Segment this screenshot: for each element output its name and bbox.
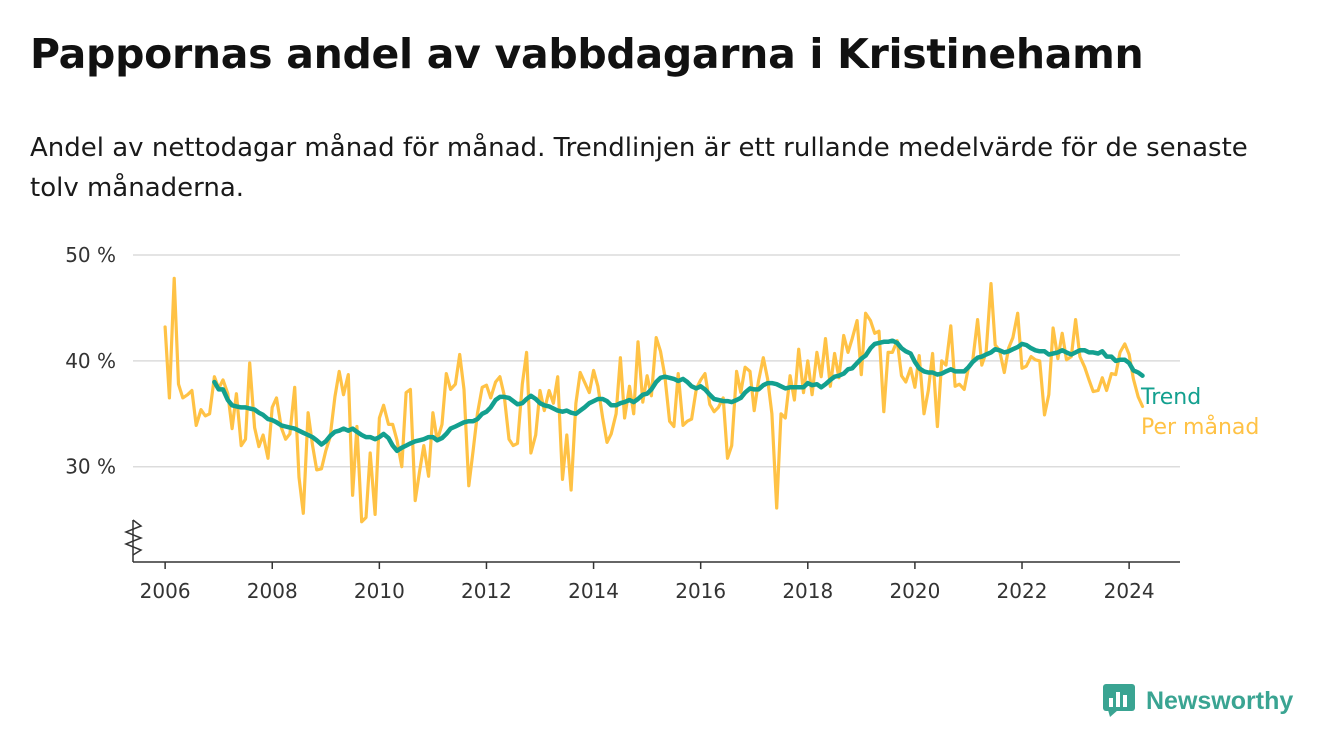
y-tick-label: 40 % <box>65 349 116 373</box>
x-tick-label: 2006 <box>140 579 191 603</box>
x-tick-label: 2018 <box>782 579 833 603</box>
x-tick-label: 2012 <box>461 579 512 603</box>
page-subtitle: Andel av nettodagar månad för månad. Tre… <box>30 133 1248 203</box>
newsworthy-logo: Newsworthy <box>1102 683 1293 719</box>
x-tick-label: 2022 <box>997 579 1048 603</box>
newsworthy-logo-icon <box>1103 684 1135 717</box>
series-label-monthly: Per månad <box>1141 414 1259 440</box>
y-tick-label: 30 % <box>65 455 116 479</box>
page-title: Pappornas andel av vabbdagarna i Kristin… <box>30 30 1144 78</box>
series-line-trend <box>212 338 1145 454</box>
y-tick-label: 50 % <box>65 243 116 267</box>
x-tick-label: 2014 <box>568 579 619 603</box>
x-tick-label: 2020 <box>889 579 940 603</box>
axis-break-icon <box>123 519 144 556</box>
newsworthy-logo-text: Newsworthy <box>1146 686 1294 715</box>
series-line-monthly <box>163 276 1145 524</box>
x-tick-label: 2024 <box>1104 579 1155 603</box>
x-tick-label: 2016 <box>675 579 726 603</box>
series-label-trend: Trend <box>1140 385 1201 410</box>
x-tick-label: 2010 <box>354 579 405 603</box>
x-tick-label: 2008 <box>247 579 298 603</box>
